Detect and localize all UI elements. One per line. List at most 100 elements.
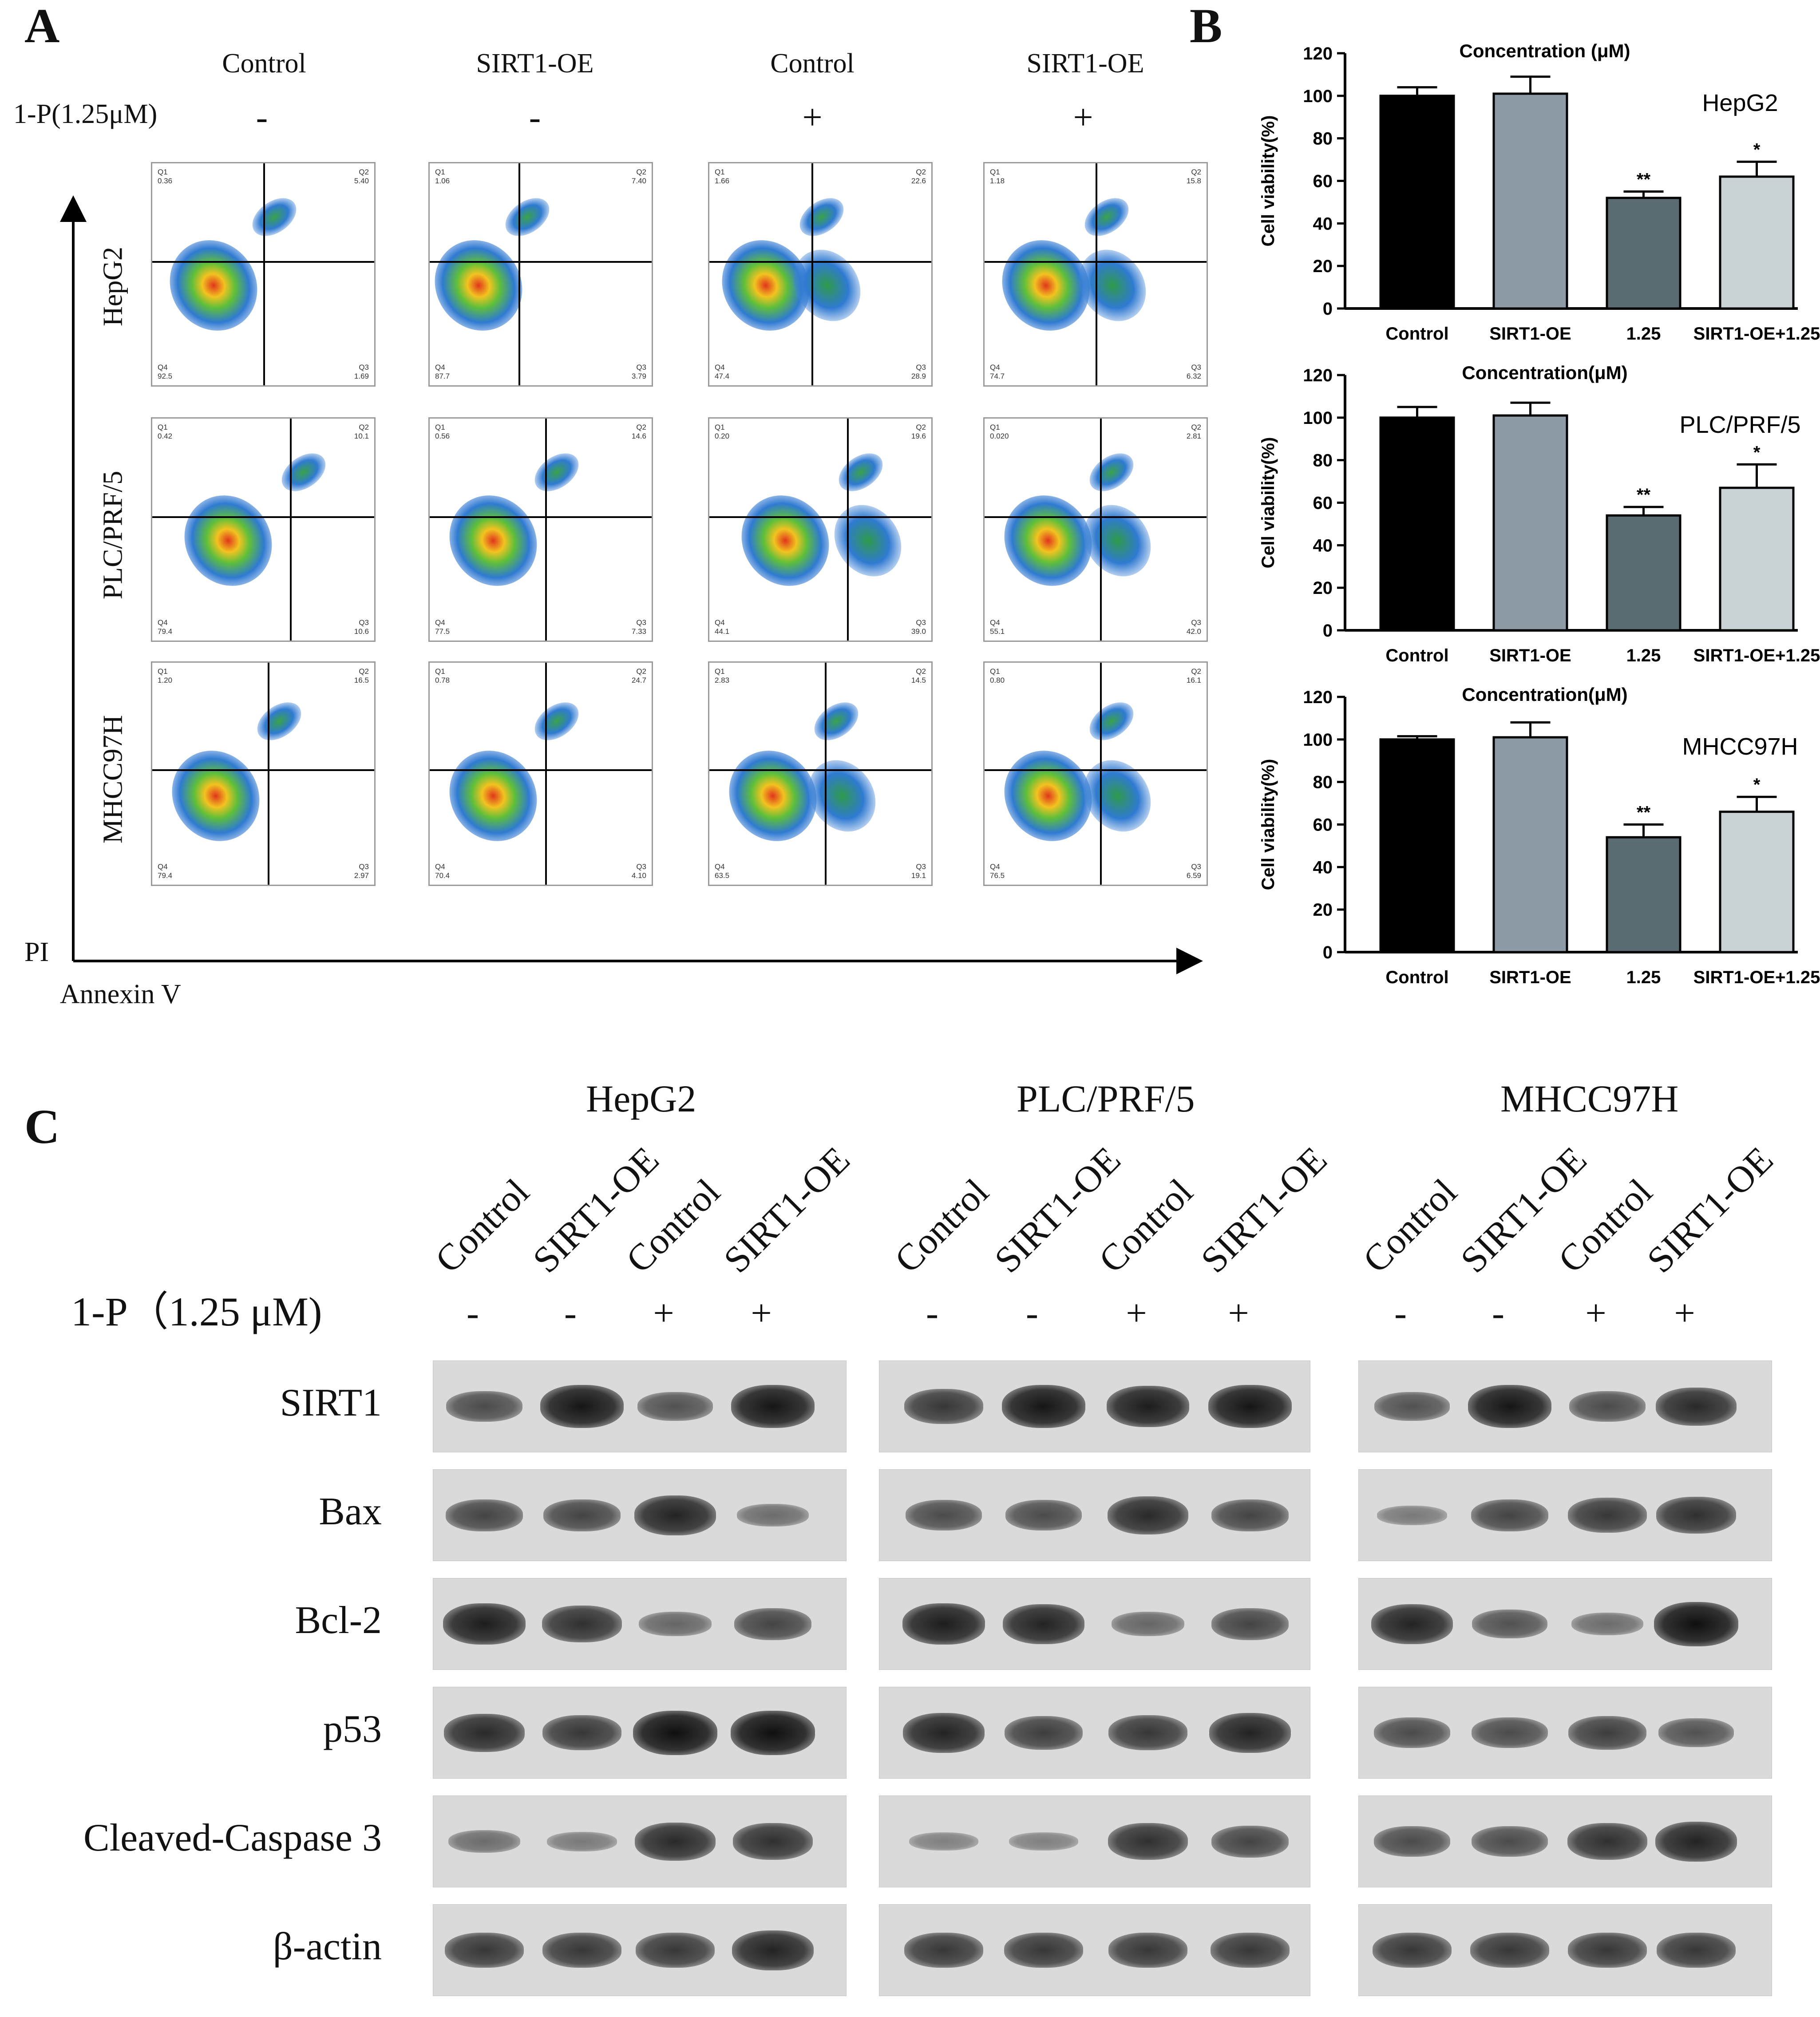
flow-gate-vertical	[545, 663, 547, 885]
y-tick-label: 120	[1303, 44, 1333, 63]
x-tick-label: SIRT1-OE+1.25	[1693, 968, 1820, 987]
cell-line-header: HepG2	[586, 1077, 696, 1120]
quadrant-label: Q1 0.36	[158, 168, 173, 185]
x-tick-label: Control	[1385, 324, 1448, 344]
flow-gate-horizontal	[709, 769, 931, 771]
quadrant-label: Q4 47.4	[715, 363, 730, 380]
quadrant-label: Q4 79.4	[158, 862, 173, 880]
blot-band	[1108, 1933, 1187, 1968]
flow-density-cluster	[1070, 747, 1165, 845]
protein-label: Bcl-2	[295, 1599, 382, 1642]
blot-strip	[1358, 1578, 1772, 1670]
protein-label: β-actin	[273, 1925, 382, 1968]
blot-band	[731, 1711, 815, 1755]
flow-gate-horizontal	[430, 516, 652, 518]
blot-band	[1472, 1826, 1548, 1857]
chart-annotation: MHCC97H	[1682, 733, 1798, 760]
flow-plot: Q1 0.36 Q2 5.40 Q3 1.69 Q4 92.5	[151, 162, 376, 387]
quadrant-label: Q3 1.69	[354, 363, 369, 380]
chart-title: Concentration(μM)	[1462, 364, 1627, 383]
flow-gate-vertical	[263, 163, 265, 385]
x-tick-label: SIRT1-OE	[1489, 968, 1571, 987]
lane-sign: +	[1585, 1293, 1606, 1334]
flow-gate-horizontal	[430, 769, 652, 771]
blot-band	[902, 1603, 985, 1645]
blot-band	[1568, 1933, 1647, 1968]
blot-band	[633, 1711, 717, 1755]
x-tick-label: 1.25	[1626, 968, 1661, 987]
y-tick-label: 80	[1313, 129, 1333, 149]
bar	[1379, 738, 1455, 953]
blot-band	[1374, 1826, 1450, 1857]
lane-sign: +	[653, 1293, 674, 1334]
quadrant-label: Q3 7.33	[631, 618, 646, 636]
blot-band	[737, 1504, 809, 1527]
blot-band	[540, 1385, 624, 1428]
flow-plot: Q1 0.56 Q2 14.6 Q3 7.33 Q4 77.5	[428, 417, 653, 642]
panel-a-row-label: PLC/PRF/5	[98, 471, 128, 600]
blot-strip	[879, 1796, 1310, 1887]
flow-gate-vertical	[518, 163, 520, 385]
y-tick-label: 0	[1323, 299, 1333, 319]
blot-band	[904, 1933, 983, 1968]
blot-strip	[1358, 1687, 1772, 1779]
protein-label: SIRT1	[280, 1381, 382, 1424]
flow-density-cluster	[245, 190, 304, 244]
flow-plot: Q1 1.66 Q2 22.6 Q3 28.9 Q4 47.4	[708, 162, 933, 387]
blot-band	[1472, 1717, 1548, 1748]
cell-line-header: MHCC97H	[1500, 1077, 1679, 1120]
blot-band	[635, 1823, 716, 1861]
quadrant-label: Q2 24.7	[631, 667, 646, 684]
x-tick-label: Control	[1385, 968, 1448, 987]
quadrant-label: Q4 77.5	[435, 618, 450, 636]
flow-density-cluster	[795, 747, 890, 845]
quadrant-label: Q4 76.5	[990, 862, 1005, 880]
quadrant-label: Q3 42.0	[1186, 618, 1201, 636]
blot-band	[1108, 1823, 1188, 1860]
blot-strip	[879, 1469, 1310, 1561]
panel-a-col-header: Control	[222, 48, 306, 79]
blot-strip	[433, 1578, 847, 1670]
flow-density-cluster	[166, 478, 290, 603]
flow-gate-vertical	[545, 419, 547, 641]
x-tick-label: SIRT1-OE	[1489, 324, 1571, 344]
quadrant-label: Q3 6.59	[1186, 862, 1201, 880]
blot-band	[1211, 1608, 1289, 1640]
cell-line-header: PLC/PRF/5	[1017, 1077, 1195, 1120]
flow-gate-horizontal	[709, 261, 931, 263]
lane-sign: -	[467, 1293, 479, 1334]
y-tick-label: 0	[1323, 621, 1333, 641]
bar	[1606, 836, 1682, 953]
blot-band	[636, 1933, 715, 1968]
flow-density-cluster	[1082, 694, 1141, 748]
flow-gate-vertical	[290, 419, 292, 641]
blot-band	[734, 1608, 811, 1640]
y-tick-label: 60	[1313, 494, 1333, 513]
flow-density-cluster	[274, 445, 333, 499]
lane-sign: -	[1394, 1293, 1407, 1334]
y-axis-label: PI	[24, 937, 49, 967]
panel-c-treatment-label: 1-P（1.25 μM)	[71, 1289, 322, 1334]
bar	[1379, 416, 1455, 632]
flow-density-cluster	[820, 492, 915, 589]
bar-chart: 0 20 40 60 80 100 120 Cell viability(%) Concentr…	[1258, 42, 1820, 344]
chart-annotation: HepG2	[1702, 90, 1778, 116]
flow-gate-vertical	[1100, 663, 1102, 885]
x-tick-label: SIRT1-OE	[1489, 646, 1571, 665]
quadrant-label: Q2 22.6	[911, 168, 926, 185]
blot-band	[1374, 1717, 1450, 1748]
lane-sign: +	[1674, 1293, 1695, 1334]
flow-plot: Q1 0.42 Q2 10.1 Q3 10.6 Q4 79.4	[151, 417, 376, 642]
flow-gate-horizontal	[152, 769, 374, 771]
y-tick-label: 120	[1303, 688, 1333, 707]
lane-sign: +	[1228, 1293, 1249, 1334]
blot-band	[1003, 1604, 1084, 1644]
quadrant-label: Q4 74.7	[990, 363, 1005, 380]
flow-gate-vertical	[1100, 419, 1102, 641]
flow-density-cluster	[1077, 190, 1136, 244]
panel-a-sign: +	[1073, 98, 1093, 137]
panel-a-col-header: SIRT1-OE	[476, 48, 594, 79]
blot-band	[444, 1714, 525, 1752]
blot-band	[1211, 1933, 1290, 1968]
lane-label: SIRT1-OE	[716, 1139, 858, 1281]
